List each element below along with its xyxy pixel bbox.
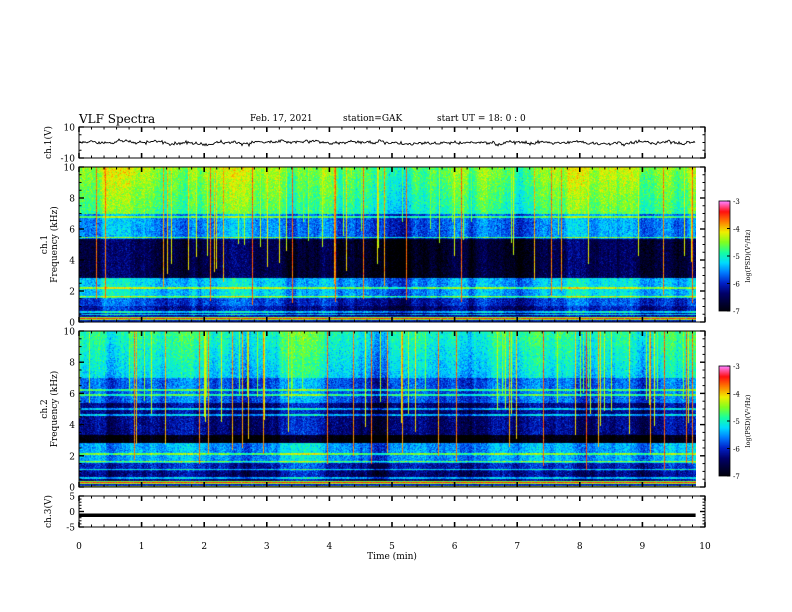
x-tick-label: 8 xyxy=(577,542,583,552)
ch1-colorbar-tick-label: -3 xyxy=(733,198,740,206)
ch2-spectrogram-image xyxy=(79,331,696,487)
ch1-waveform-ylabel: ch.1(V) xyxy=(43,126,54,159)
start-time-label: start UT = 18: 0 : 0 xyxy=(437,114,526,124)
ch2-colorbar-tick-label: -5 xyxy=(733,418,740,426)
y-tick-label: -10 xyxy=(61,155,76,165)
ch1-spectrogram-ylabel: ch.1 xyxy=(40,235,50,254)
y-tick-label: 4 xyxy=(69,421,75,431)
y-tick-label: -5 xyxy=(66,524,75,534)
ch1-colorbar-tick-label: -7 xyxy=(733,308,740,316)
y-tick-label: 10 xyxy=(64,124,76,134)
ch3-ylabel: ch.3(V) xyxy=(43,495,54,528)
ch2-spectrogram-ylabel: ch.2 xyxy=(40,399,50,418)
x-tick-label: 2 xyxy=(201,542,207,552)
date-label: Feb. 17, 2021 xyxy=(250,114,313,124)
ch2-colorbar-tick-label: -6 xyxy=(733,446,740,454)
x-tick-label: 0 xyxy=(76,542,82,552)
ch2-colorbar-gradient xyxy=(719,366,730,476)
ch2-colorbar-label: log(PSD)(V²/Hz) xyxy=(744,394,752,447)
ch1-colorbar-label: log(PSD)(V²/Hz) xyxy=(744,229,752,282)
station-label: station=GAK xyxy=(343,114,403,124)
x-axis-label: Time (min) xyxy=(367,551,417,562)
x-tick-label: 7 xyxy=(514,542,520,552)
x-tick-label: 9 xyxy=(640,542,646,552)
ch1-colorbar-tick-label: -5 xyxy=(733,253,740,261)
ch2-colorbar-tick-label: -3 xyxy=(733,363,740,371)
y-tick-label: 0 xyxy=(69,484,75,494)
x-tick-label: 6 xyxy=(452,542,458,552)
x-tick-label: 3 xyxy=(264,542,270,552)
x-tick-label: 4 xyxy=(327,542,333,552)
ch2-colorbar-tick-label: -7 xyxy=(733,473,740,481)
ch1-spectrogram-image xyxy=(79,167,696,322)
figure-title: VLF Spectra xyxy=(79,112,156,126)
x-tick-label: 1 xyxy=(139,542,145,552)
x-tick-label: 10 xyxy=(699,542,711,552)
y-tick-label: 8 xyxy=(69,195,75,205)
y-tick-label: 2 xyxy=(69,288,75,298)
y-tick-label: 10 xyxy=(64,164,76,174)
y-tick-label: 2 xyxy=(69,452,75,462)
y-tick-label: 8 xyxy=(69,359,75,369)
y-tick-label: 6 xyxy=(69,390,75,400)
y-tick-label: 6 xyxy=(69,226,75,236)
ch1-colorbar-tick-label: -4 xyxy=(733,226,740,234)
ch1-colorbar-tick-label: -6 xyxy=(733,281,740,289)
ch1-spectrogram-ylabel: Frequency (kHz) xyxy=(49,206,60,283)
y-tick-label: 5 xyxy=(69,493,75,503)
ch1-waveform-line xyxy=(79,138,696,148)
y-tick-label: 0 xyxy=(69,319,75,329)
y-tick-label: 0 xyxy=(69,508,75,518)
y-tick-label: 10 xyxy=(64,328,76,338)
ch1-colorbar-gradient xyxy=(719,201,730,311)
y-tick-label: 4 xyxy=(69,257,75,267)
ch2-spectrogram-ylabel: Frequency (kHz) xyxy=(49,371,60,448)
ch2-colorbar-tick-label: -4 xyxy=(733,391,740,399)
x-tick-label: 5 xyxy=(389,542,395,552)
